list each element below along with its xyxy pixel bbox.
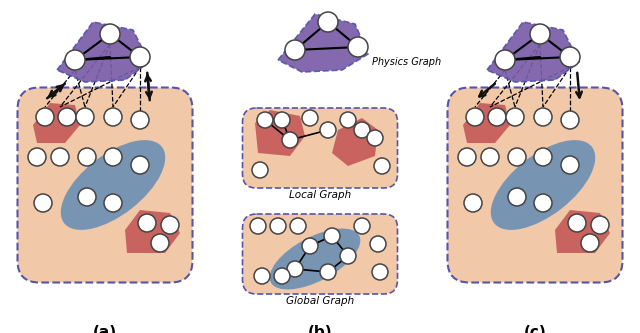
Circle shape [481,148,499,166]
Circle shape [508,148,526,166]
Circle shape [591,216,609,234]
Circle shape [151,234,169,252]
Circle shape [130,47,150,67]
Circle shape [495,50,515,70]
Circle shape [354,218,370,234]
Circle shape [581,234,599,252]
Circle shape [506,108,524,126]
Ellipse shape [491,140,595,230]
FancyBboxPatch shape [447,88,623,282]
Circle shape [340,112,356,128]
Polygon shape [332,118,378,166]
Circle shape [28,148,46,166]
Circle shape [76,108,94,126]
Ellipse shape [61,140,165,230]
Polygon shape [33,103,80,143]
Circle shape [367,130,383,146]
Circle shape [374,158,390,174]
Circle shape [530,24,550,44]
Circle shape [65,50,85,70]
Circle shape [464,194,482,212]
Circle shape [318,12,338,32]
Circle shape [534,194,552,212]
Circle shape [104,194,122,212]
Polygon shape [278,14,368,72]
Circle shape [560,47,580,67]
Circle shape [302,110,318,126]
Circle shape [257,112,273,128]
Circle shape [354,122,370,138]
FancyBboxPatch shape [243,108,397,188]
Circle shape [104,148,122,166]
Polygon shape [487,22,579,82]
Circle shape [561,156,579,174]
Polygon shape [463,103,510,143]
Circle shape [100,24,120,44]
Circle shape [131,111,149,129]
Polygon shape [57,22,149,82]
Circle shape [274,268,290,284]
Circle shape [138,214,156,232]
Circle shape [568,214,586,232]
Circle shape [270,218,286,234]
Circle shape [34,194,52,212]
Text: (c): (c) [524,325,547,333]
Polygon shape [125,210,180,253]
Circle shape [36,108,54,126]
Text: (b): (b) [308,325,332,333]
Text: Physics Graph: Physics Graph [372,57,441,67]
Circle shape [534,108,552,126]
FancyBboxPatch shape [243,214,397,294]
Text: Local Graph: Local Graph [289,190,351,200]
Polygon shape [255,110,305,156]
Circle shape [287,261,303,277]
Circle shape [466,108,484,126]
Circle shape [320,264,336,280]
Text: (a): (a) [93,325,117,333]
Circle shape [370,236,386,252]
Circle shape [285,40,305,60]
Circle shape [561,111,579,129]
Circle shape [131,156,149,174]
Circle shape [534,148,552,166]
Circle shape [161,216,179,234]
Ellipse shape [269,228,360,289]
Circle shape [252,162,268,178]
Circle shape [58,108,76,126]
Circle shape [78,148,96,166]
Circle shape [290,218,306,234]
Circle shape [458,148,476,166]
Circle shape [320,122,336,138]
FancyBboxPatch shape [17,88,193,282]
Circle shape [508,188,526,206]
Circle shape [78,188,96,206]
Circle shape [340,248,356,264]
Circle shape [104,108,122,126]
Circle shape [254,268,270,284]
Circle shape [302,238,318,254]
Circle shape [324,228,340,244]
Circle shape [282,132,298,148]
Text: Global Graph: Global Graph [286,296,354,306]
Circle shape [51,148,69,166]
Polygon shape [555,210,610,253]
Circle shape [250,218,266,234]
Circle shape [488,108,506,126]
Circle shape [274,112,290,128]
Circle shape [348,37,368,57]
Circle shape [372,264,388,280]
